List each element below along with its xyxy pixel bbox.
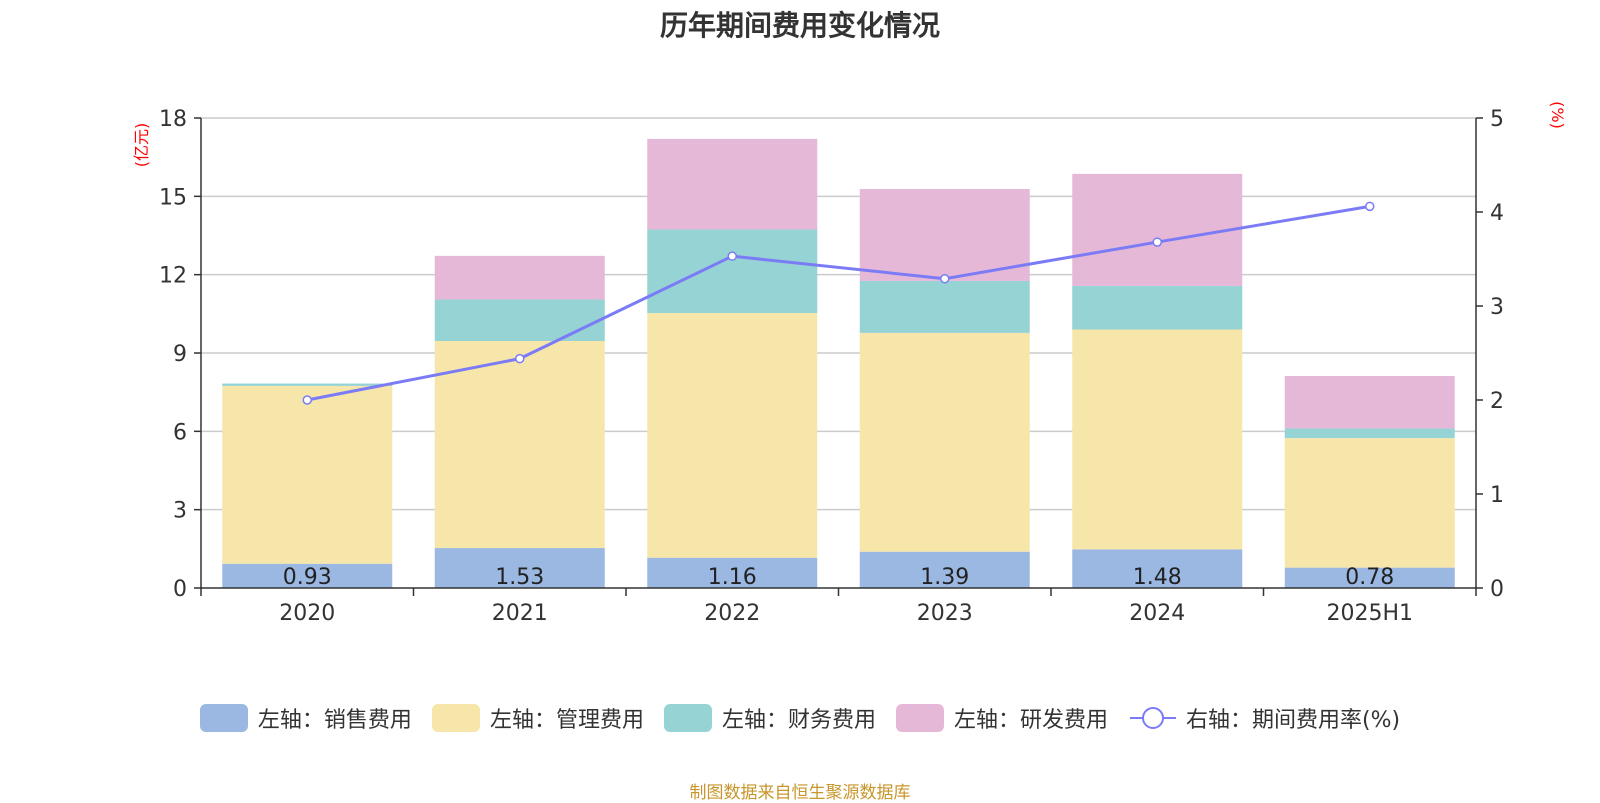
rate-point: [515, 353, 525, 364]
bar-value-label: 1.39: [920, 565, 969, 590]
bar-segment-0-2024: [1072, 549, 1243, 588]
rate-line: [302, 201, 1375, 405]
bar-segment-1-2023: [859, 332, 1030, 552]
legend-swatch-rd: [895, 704, 944, 732]
x-tick-label: 2024: [1129, 601, 1185, 626]
bars: [222, 138, 1455, 588]
right-axis-label: (%): [1548, 101, 1567, 129]
legend-line-marker-icon: [1129, 707, 1176, 729]
bar-segment-1-2020: [222, 385, 393, 564]
bar-segment-0-2020: [222, 563, 393, 588]
bar-segment-3-2022: [647, 138, 818, 230]
bar-segment-0-2021: [434, 548, 605, 588]
legend-swatch-admin: [431, 704, 480, 732]
rate-point: [727, 251, 737, 261]
bar-value-label: 1.16: [708, 565, 757, 590]
bar-value-label: 1.53: [495, 565, 544, 590]
x-tick-label: 2020: [279, 601, 335, 626]
rate-point: [1152, 237, 1162, 247]
legend-item-rd[interactable]: 左轴：研发费用: [895, 702, 1108, 734]
bar-segment-0-2023: [859, 551, 1030, 588]
bar-segment-2-2025H1: [1284, 428, 1455, 439]
right-tick-label: 1: [1490, 483, 1504, 508]
legend-swatch-sales: [199, 704, 248, 732]
bar-segment-1-2021: [434, 340, 605, 549]
bar-value-label: 0.78: [1345, 565, 1394, 590]
bar-segment-3-2025H1: [1284, 375, 1455, 429]
left-tick-label: 9: [173, 342, 187, 367]
x-tick-label: 2023: [917, 601, 973, 626]
legend-swatch-finance: [663, 704, 712, 732]
legend-label-rd: 左轴：研发费用: [953, 708, 1108, 733]
bar-value-label: 1.48: [1133, 565, 1182, 590]
legend-item-finance[interactable]: 左轴：财务费用: [663, 702, 876, 734]
left-tick-label: 18: [159, 107, 187, 132]
data-labels: 0.93 1.53 1.16 1.39 1.48 0.78: [283, 565, 1394, 590]
rate-point: [302, 395, 312, 405]
x-tick-label: 2021: [492, 601, 548, 626]
legend-label-rate: 右轴：期间费用率(%): [1185, 708, 1401, 733]
bar-segment-2-2023: [859, 280, 1030, 333]
bar-segment-2-2020: [222, 383, 393, 386]
bar-segment-3-2023: [859, 189, 1030, 281]
legend-label-admin: 左轴：管理费用: [489, 708, 644, 733]
left-tick-label: 6: [173, 420, 187, 445]
bar-segment-2-2022: [647, 229, 818, 314]
bar-segment-1-2022: [647, 313, 818, 558]
right-tick-label: 3: [1490, 295, 1504, 320]
legend-label-finance: 左轴：财务费用: [721, 708, 876, 733]
grid-lines: [201, 117, 1476, 511]
right-tick-label: 5: [1490, 107, 1504, 132]
right-tick-label: 0: [1490, 577, 1504, 602]
source-note: 制图数据来自恒生聚源数据库: [689, 783, 911, 803]
x-tick-label: 2025H1: [1326, 601, 1413, 626]
bar-segment-2-2024: [1072, 285, 1243, 330]
bar-segment-3-2024: [1072, 173, 1243, 286]
rate-point: [940, 273, 950, 284]
bar-segment-1-2025H1: [1284, 438, 1455, 568]
x-tick-label: 2022: [704, 601, 760, 626]
bar-value-label: 0.93: [283, 565, 332, 590]
legend-item-sales[interactable]: 左轴：销售费用: [199, 702, 412, 734]
bar-segment-2-2021: [434, 299, 605, 341]
rate-point: [1365, 201, 1375, 212]
left-tick-label: 0: [173, 577, 187, 602]
left-axis-label: (亿元): [132, 123, 151, 168]
chart-title: 历年期间费用变化情况: [659, 9, 940, 42]
bar-segment-1-2024: [1072, 329, 1243, 550]
bar-segment-0-2022: [647, 557, 818, 588]
legend: 左轴：销售费用 左轴：管理费用 左轴：财务费用 左轴：研发费用 右轴：期间费用率…: [0, 702, 1600, 734]
legend-label-sales: 左轴：销售费用: [257, 708, 412, 733]
right-tick-label: 4: [1490, 201, 1504, 226]
right-tick-label: 2: [1490, 389, 1504, 414]
left-tick-label: 3: [173, 499, 187, 524]
legend-item-rate[interactable]: 右轴：期间费用率(%): [1128, 702, 1400, 734]
legend-item-admin[interactable]: 左轴：管理费用: [431, 702, 644, 734]
left-tick-label: 12: [159, 264, 187, 289]
left-tick-label: 15: [159, 185, 187, 210]
rate-line-path: [306, 204, 1370, 402]
bar-segment-3-2021: [434, 255, 605, 300]
bar-segment-0-2025H1: [1284, 567, 1455, 588]
